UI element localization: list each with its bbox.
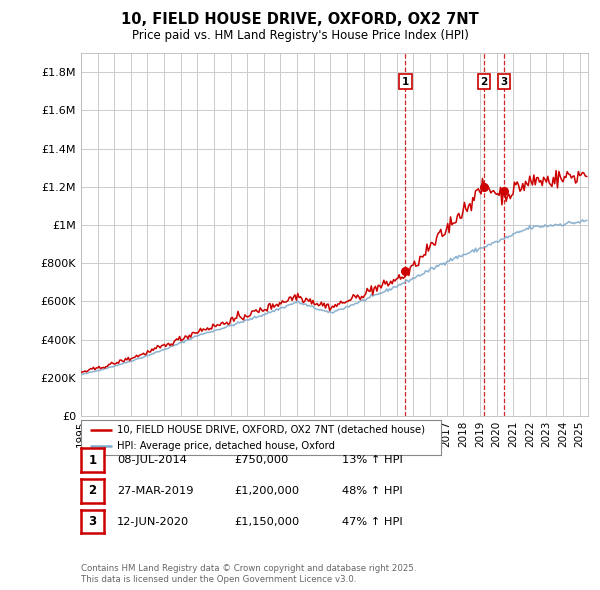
Text: 10, FIELD HOUSE DRIVE, OXFORD, OX2 7NT: 10, FIELD HOUSE DRIVE, OXFORD, OX2 7NT bbox=[121, 12, 479, 27]
Text: 3: 3 bbox=[500, 77, 508, 87]
Text: 08-JUL-2014: 08-JUL-2014 bbox=[117, 455, 187, 465]
Text: £750,000: £750,000 bbox=[234, 455, 289, 465]
Text: 13% ↑ HPI: 13% ↑ HPI bbox=[342, 455, 403, 465]
Text: £1,200,000: £1,200,000 bbox=[234, 486, 299, 496]
Text: Contains HM Land Registry data © Crown copyright and database right 2025.: Contains HM Land Registry data © Crown c… bbox=[81, 565, 416, 573]
Text: 27-MAR-2019: 27-MAR-2019 bbox=[117, 486, 193, 496]
Text: 3: 3 bbox=[88, 515, 97, 528]
Text: 48% ↑ HPI: 48% ↑ HPI bbox=[342, 486, 403, 496]
Text: 10, FIELD HOUSE DRIVE, OXFORD, OX2 7NT (detached house): 10, FIELD HOUSE DRIVE, OXFORD, OX2 7NT (… bbox=[117, 425, 425, 435]
Text: Price paid vs. HM Land Registry's House Price Index (HPI): Price paid vs. HM Land Registry's House … bbox=[131, 30, 469, 42]
Text: 47% ↑ HPI: 47% ↑ HPI bbox=[342, 517, 403, 526]
Text: 2: 2 bbox=[88, 484, 97, 497]
Text: £1,150,000: £1,150,000 bbox=[234, 517, 299, 526]
Text: 1: 1 bbox=[402, 77, 409, 87]
Text: This data is licensed under the Open Government Licence v3.0.: This data is licensed under the Open Gov… bbox=[81, 575, 356, 584]
Text: 1: 1 bbox=[88, 454, 97, 467]
Text: HPI: Average price, detached house, Oxford: HPI: Average price, detached house, Oxfo… bbox=[117, 441, 335, 451]
Text: 2: 2 bbox=[480, 77, 487, 87]
Text: 12-JUN-2020: 12-JUN-2020 bbox=[117, 517, 189, 526]
